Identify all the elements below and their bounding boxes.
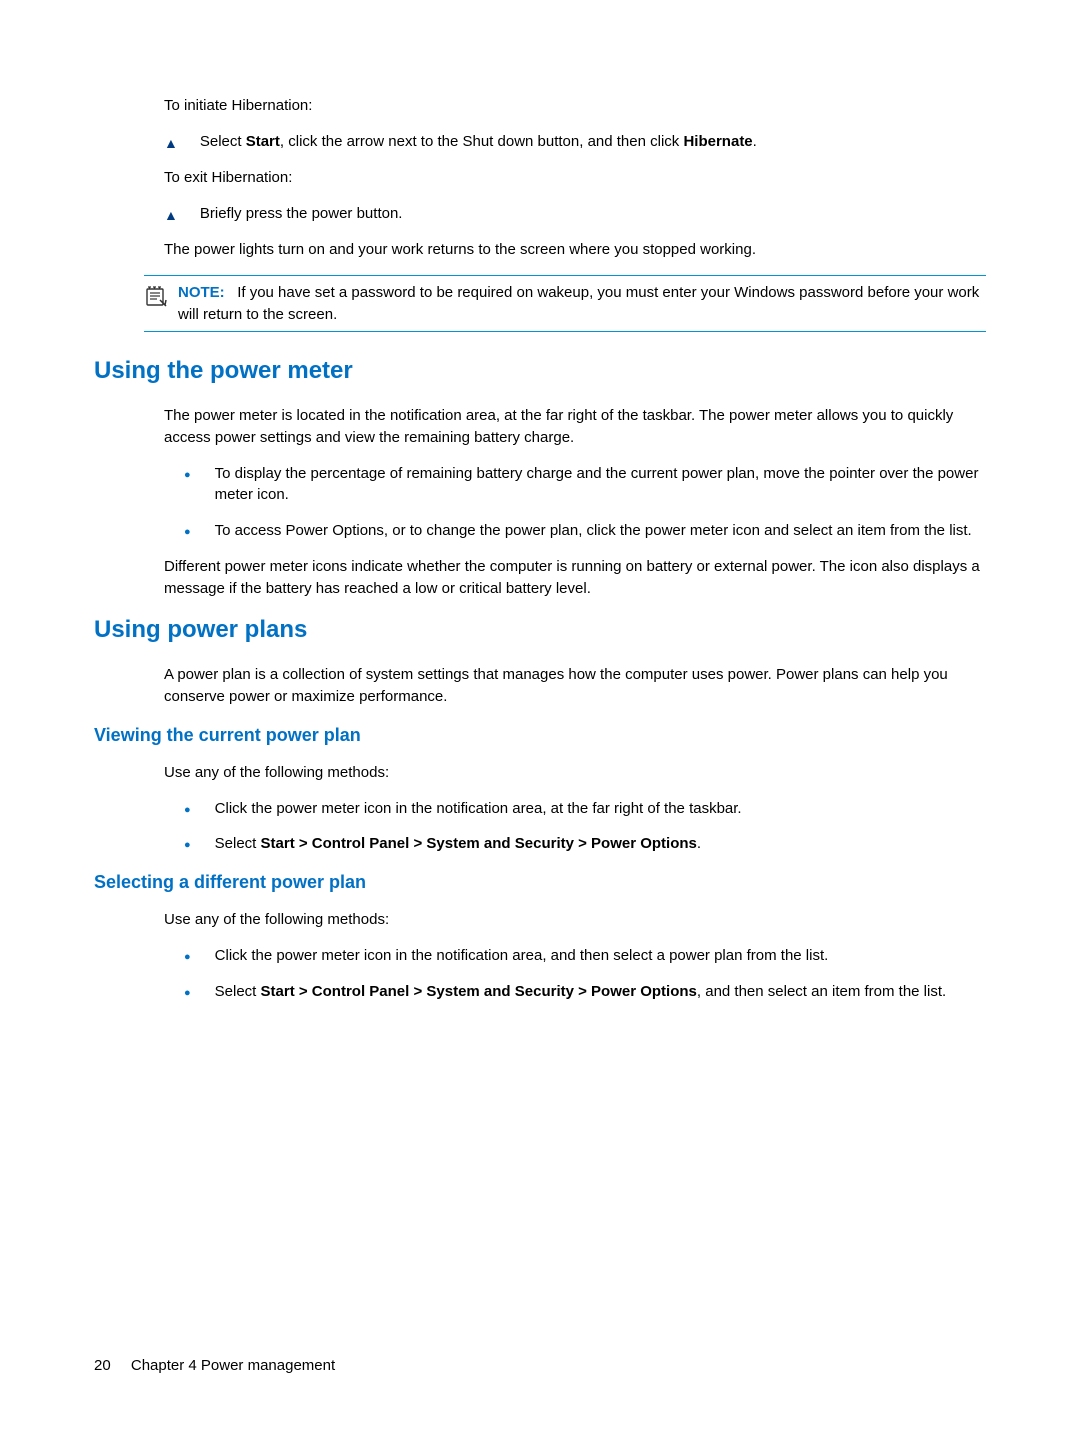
paragraph: To initiate Hibernation: [164, 95, 986, 117]
paragraph: The power lights turn on and your work r… [164, 239, 986, 261]
bullet-icon: ● [184, 803, 191, 819]
bullet-icon: ● [184, 838, 191, 854]
bullet-icon: ● [184, 525, 191, 541]
paragraph: To exit Hibernation: [164, 167, 986, 189]
step-text: Select Start, click the arrow next to th… [200, 131, 986, 153]
triangle-up-icon: ▲ [164, 205, 178, 225]
text: . [697, 835, 701, 852]
bullet-text: Select Start > Control Panel > System an… [215, 833, 986, 855]
heading-power-plans: Using power plans [94, 613, 986, 648]
bullet-text: To display the percentage of remaining b… [215, 463, 986, 507]
bullet-text: Click the power meter icon in the notifi… [215, 798, 986, 820]
note-box: NOTE: If you have set a password to be r… [144, 275, 986, 333]
note-text: NOTE: If you have set a password to be r… [178, 282, 986, 326]
paragraph: Different power meter icons indicate whe… [164, 556, 986, 600]
step-list: ▲ Select Start, click the arrow next to … [94, 131, 986, 153]
heading-power-meter: Using the power meter [94, 354, 986, 389]
text: , click the arrow next to the Shut down … [280, 133, 684, 150]
bullet-item: ● To access Power Options, or to change … [184, 520, 986, 542]
text: Select [200, 133, 246, 150]
text: . [753, 133, 757, 150]
bullet-item: ● To display the percentage of remaining… [184, 463, 986, 507]
page-footer: 20 Chapter 4 Power management [94, 1355, 335, 1377]
bullet-item: ● Select Start > Control Panel > System … [184, 833, 986, 855]
triangle-up-icon: ▲ [164, 133, 178, 153]
note-icon [144, 284, 170, 310]
page-content: To initiate Hibernation: ▲ Select Start,… [0, 0, 1080, 1002]
paragraph: Use any of the following methods: [164, 909, 986, 931]
text: , and then select an item from the list. [697, 983, 946, 1000]
text-bold: Start [246, 133, 280, 150]
text-bold: Start > Control Panel > System and Secur… [261, 983, 697, 1000]
bullet-list: ● Click the power meter icon in the noti… [94, 798, 986, 856]
paragraph: The power meter is located in the notifi… [164, 405, 986, 449]
text-bold: Start > Control Panel > System and Secur… [261, 835, 697, 852]
chapter-label: Chapter 4 Power management [131, 1357, 335, 1374]
bullet-icon: ● [184, 986, 191, 1002]
bullet-icon: ● [184, 468, 191, 484]
step-text: Briefly press the power button. [200, 203, 986, 225]
note-label: NOTE: [178, 284, 225, 301]
bullet-text: To access Power Options, or to change th… [215, 520, 986, 542]
bullet-item: ● Select Start > Control Panel > System … [184, 981, 986, 1003]
bullet-list: ● To display the percentage of remaining… [94, 463, 986, 542]
bullet-icon: ● [184, 950, 191, 966]
text-bold: Hibernate [683, 133, 752, 150]
text: Select [215, 835, 261, 852]
bullet-text: Select Start > Control Panel > System an… [215, 981, 986, 1003]
text: Select [215, 983, 261, 1000]
bullet-list: ● Click the power meter icon in the noti… [94, 945, 986, 1003]
paragraph: Use any of the following methods: [164, 762, 986, 784]
step-list: ▲ Briefly press the power button. [94, 203, 986, 225]
bullet-item: ● Click the power meter icon in the noti… [184, 798, 986, 820]
heading-viewing-plan: Viewing the current power plan [94, 722, 986, 748]
heading-selecting-plan: Selecting a different power plan [94, 869, 986, 895]
paragraph: A power plan is a collection of system s… [164, 664, 986, 708]
step-item: ▲ Select Start, click the arrow next to … [164, 131, 986, 153]
bullet-item: ● Click the power meter icon in the noti… [184, 945, 986, 967]
text: If you have set a password to be require… [178, 284, 979, 323]
bullet-text: Click the power meter icon in the notifi… [215, 945, 986, 967]
page-number: 20 [94, 1357, 111, 1374]
step-item: ▲ Briefly press the power button. [164, 203, 986, 225]
